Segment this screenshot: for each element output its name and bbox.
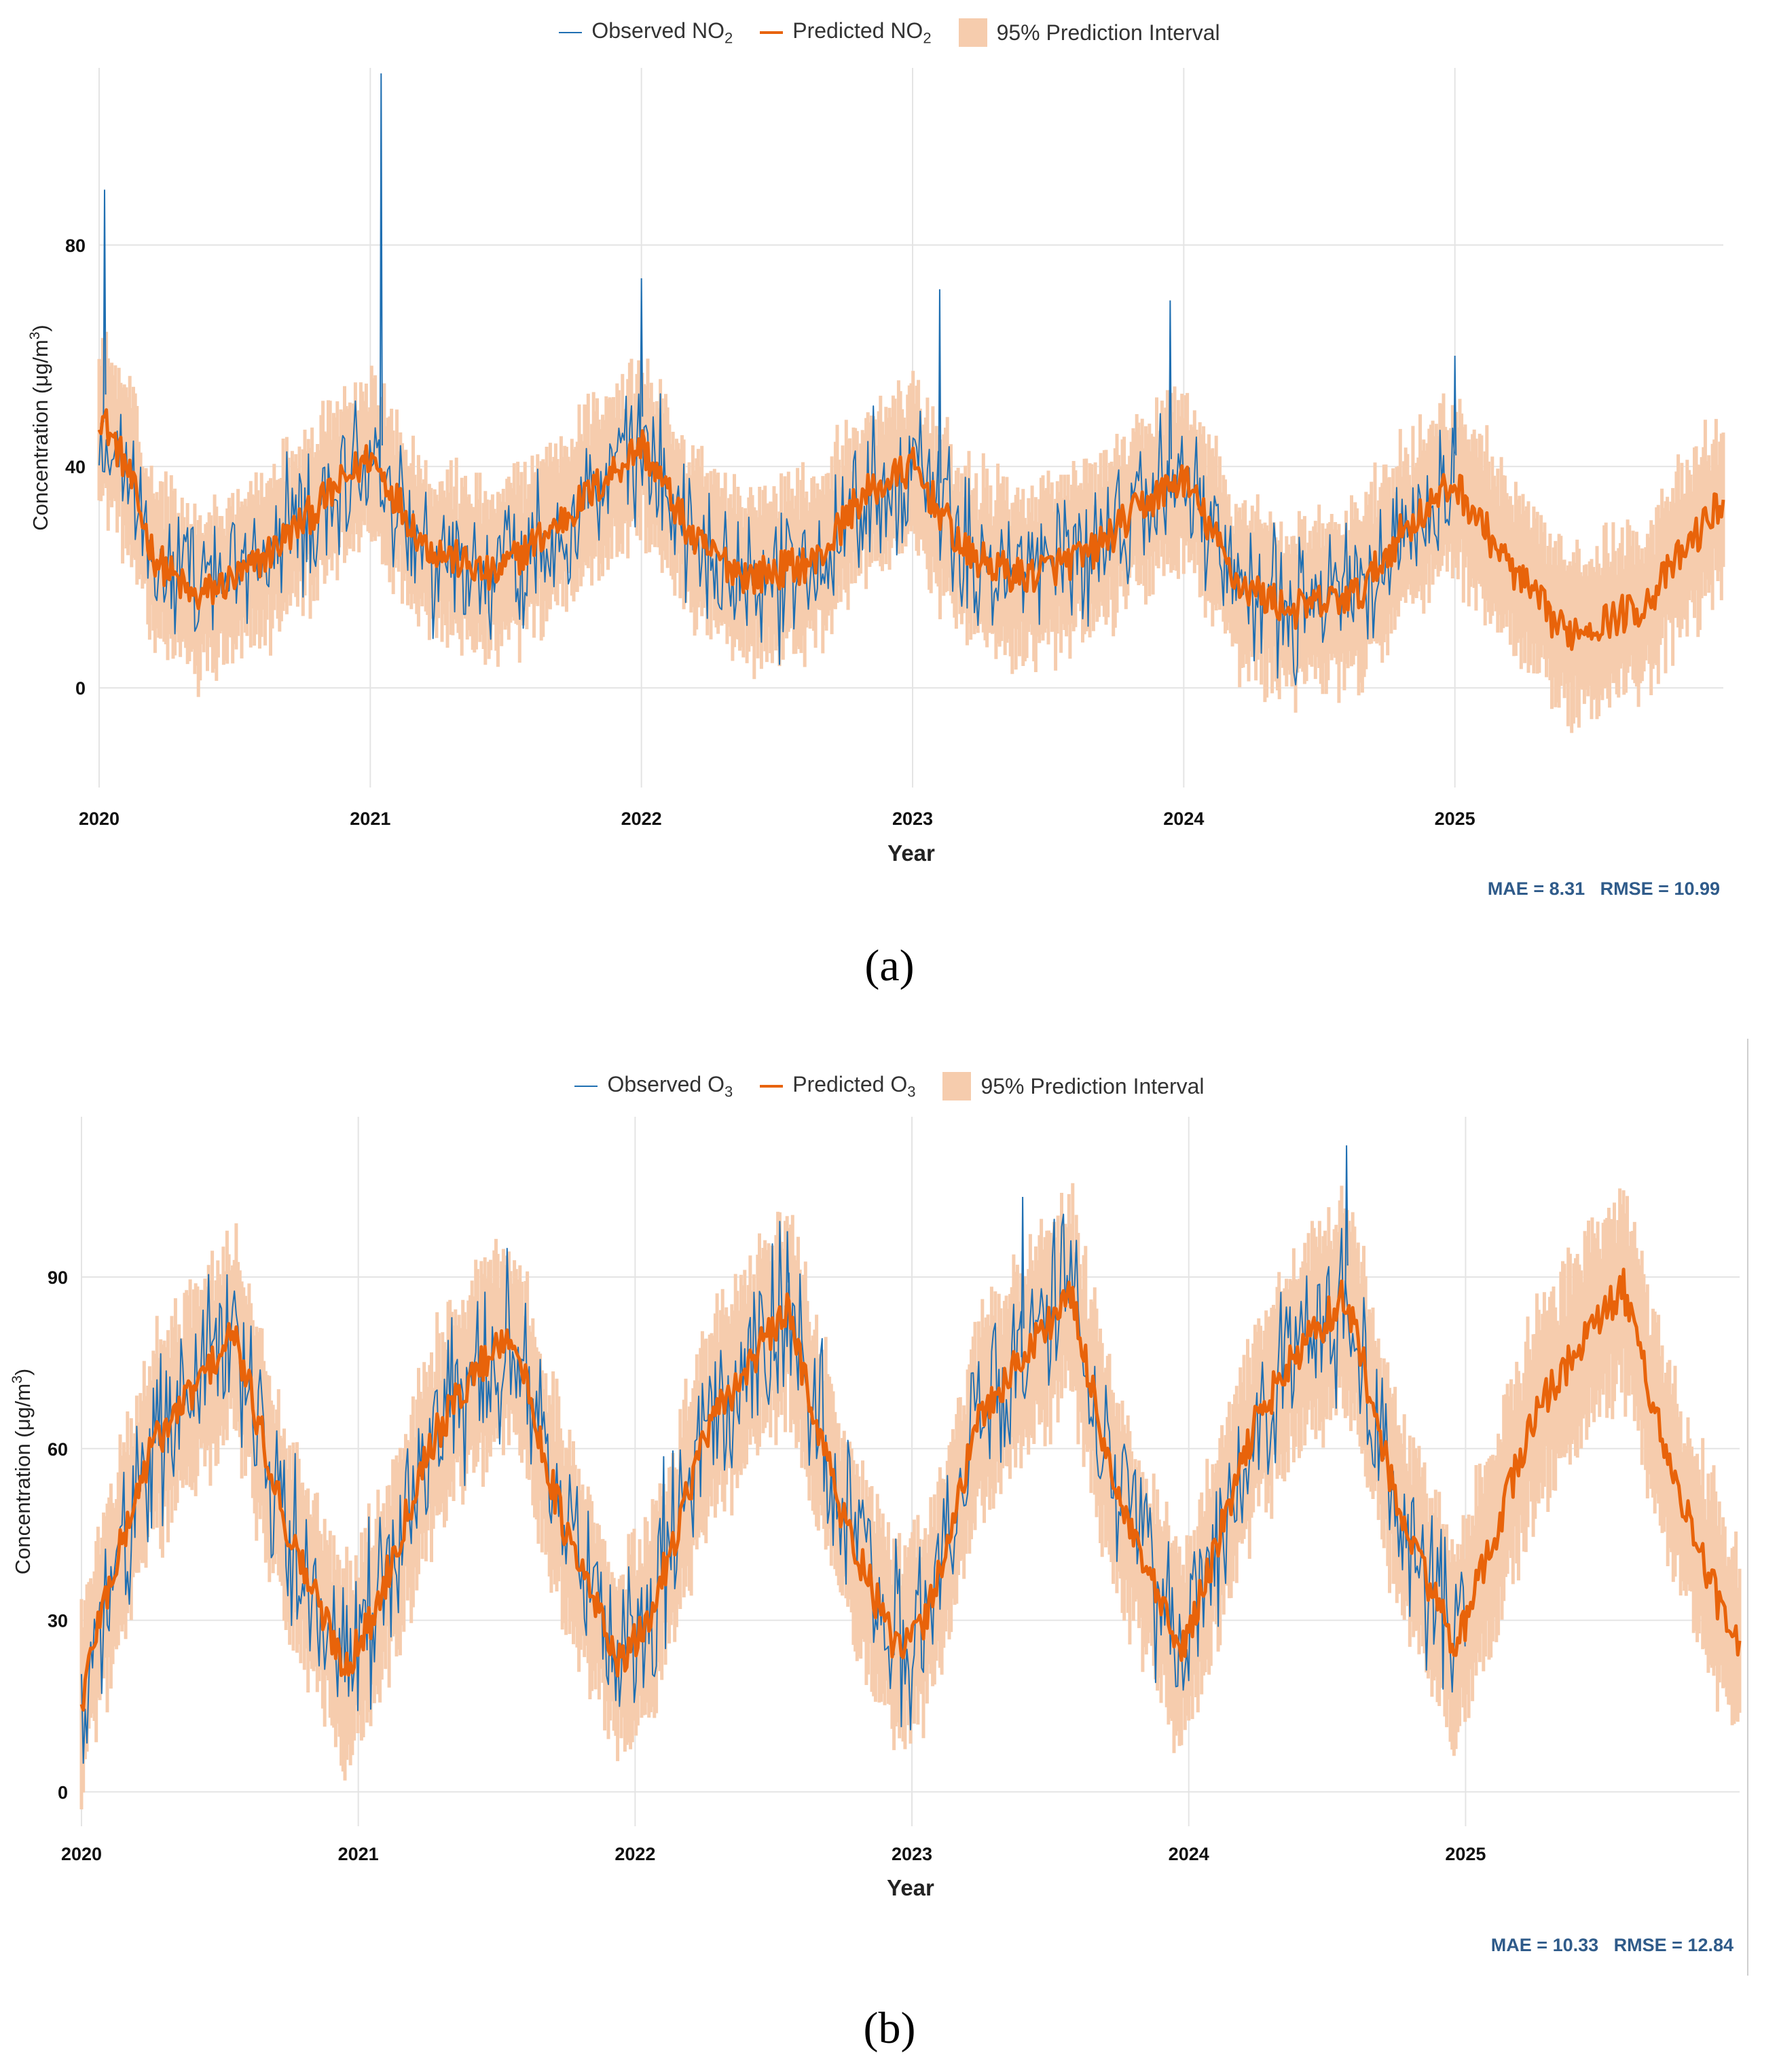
chart-panel-b: Observed O3 Predicted O3 95% Prediction …	[0, 1039, 1779, 2072]
y-axis-title-close: )	[29, 325, 52, 331]
legend-item-interval: 95% Prediction Interval	[958, 18, 1220, 47]
prediction-interval-band	[97, 331, 1725, 733]
plot-area-a: 2020 2021 2022 2023 2024 2025 0 40 80 Year Concent…	[27, 68, 1725, 866]
interval-swatch	[942, 1072, 972, 1100]
rmse-label: RMSE = 12.84	[1613, 1935, 1734, 1955]
y-axis-title-close: )	[11, 1369, 35, 1375]
y-axis-title-main: Concentration (μg/m	[11, 1384, 35, 1574]
observed-spike	[1344, 1145, 1349, 1295]
observed-spike	[785, 1231, 790, 1312]
y-tick-label: 60	[48, 1439, 68, 1460]
observed-spike	[1021, 1196, 1025, 1357]
legend-label: 95% Prediction Interval	[980, 1073, 1205, 1098]
x-tick-label: 2025	[1445, 1844, 1486, 1864]
x-tick-label: 2020	[61, 1844, 102, 1864]
y-tick-label: 30	[48, 1611, 68, 1631]
caption-a: (a)	[864, 941, 915, 991]
observed-spikes	[103, 73, 1457, 511]
observed-spike	[938, 289, 942, 511]
prediction-interval	[97, 331, 1725, 733]
y-axis-title-main: Concentration (μg/m	[29, 339, 52, 530]
x-tick-label: 2024	[1163, 809, 1204, 829]
legend-label: Predicted O3	[792, 1071, 916, 1100]
y-tick-label: 80	[65, 236, 86, 256]
y-tick-label: 90	[48, 1268, 68, 1288]
observed-spike	[103, 189, 107, 422]
x-tick-label: 2022	[621, 809, 662, 829]
legend-item-interval: 95% Prediction Interval	[942, 1072, 1205, 1100]
observed-swatch	[559, 31, 583, 33]
x-tick-label: 2025	[1435, 809, 1475, 829]
predicted-swatch	[760, 31, 784, 34]
legend-a: Observed NO2 Predicted NO2 95% Predictio…	[0, 12, 1779, 53]
tick-labels: 2020 2021 2022 2023 2024 2025 0 30 60 90	[48, 1268, 1486, 1864]
observed-series-line	[81, 1213, 1466, 1764]
metrics-a: MAE = 8.31 RMSE = 10.99	[1488, 878, 1720, 900]
x-tick-label: 2023	[892, 809, 933, 829]
y-axis-title-sup: 3	[27, 332, 43, 340]
metrics-b: MAE = 10.33 RMSE = 12.84	[1491, 1935, 1734, 1956]
y-axis-title: Concentration (μg/m3)	[27, 325, 52, 531]
x-tick-label: 2023	[892, 1844, 932, 1864]
rmse-label: RMSE = 10.99	[1600, 878, 1720, 899]
observed-spike	[379, 73, 383, 473]
observed-spike	[1453, 355, 1457, 483]
mae-label: MAE = 10.33	[1490, 1935, 1599, 1955]
legend-b: Observed O3 Predicted O3 95% Prediction …	[0, 1066, 1779, 1107]
x-tick-label: 2022	[615, 1844, 655, 1864]
legend-item-observed-no2: Observed NO2	[559, 18, 733, 47]
y-axis-title: Concentration (μg/m3)	[10, 1369, 35, 1575]
plot-area-b: 2020 2021 2022 2023 2024 2025 0 30 60 90 Year Conce…	[10, 1039, 1748, 1976]
x-tick-label: 2020	[79, 809, 120, 829]
x-tick-label: 2024	[1169, 1844, 1209, 1864]
observed-spikes	[785, 1145, 1349, 1357]
y-tick-label: 40	[65, 457, 86, 477]
y-axis-title-sup: 3	[10, 1375, 25, 1384]
x-axis-title: Year	[887, 1875, 934, 1900]
x-tick-label: 2021	[350, 809, 390, 829]
caption-b: (b)	[863, 2003, 916, 2053]
legend-item-predicted-no2: Predicted NO2	[760, 18, 932, 47]
y-tick-label: 0	[58, 1782, 68, 1802]
x-axis-title: Year	[887, 840, 935, 866]
predicted-series-line	[97, 408, 1725, 651]
legend-item-observed-o3: Observed O3	[574, 1072, 733, 1100]
observed-spike	[1168, 300, 1172, 487]
interval-swatch	[958, 18, 987, 47]
mae-label: MAE = 8.31	[1487, 878, 1585, 899]
y-tick-label: 0	[75, 678, 86, 699]
legend-label: Predicted NO2	[792, 18, 932, 47]
legend-label: Observed O3	[607, 1071, 733, 1100]
legend-label: 95% Prediction Interval	[996, 20, 1220, 45]
predicted-swatch	[760, 1084, 784, 1088]
tick-labels: 2020 2021 2022 2023 2024 2025 0 40 80	[65, 236, 1475, 829]
observed-spike	[640, 278, 644, 445]
legend-label: Observed NO2	[591, 18, 733, 47]
x-tick-label: 2021	[338, 1844, 379, 1864]
predicted-series-line	[79, 1268, 1742, 1712]
legend-item-predicted-o3: Predicted O3	[760, 1072, 915, 1100]
chart-panel-a: Observed NO2 Predicted NO2 95% Predictio…	[0, 0, 1779, 1018]
observed-swatch	[574, 1085, 598, 1087]
